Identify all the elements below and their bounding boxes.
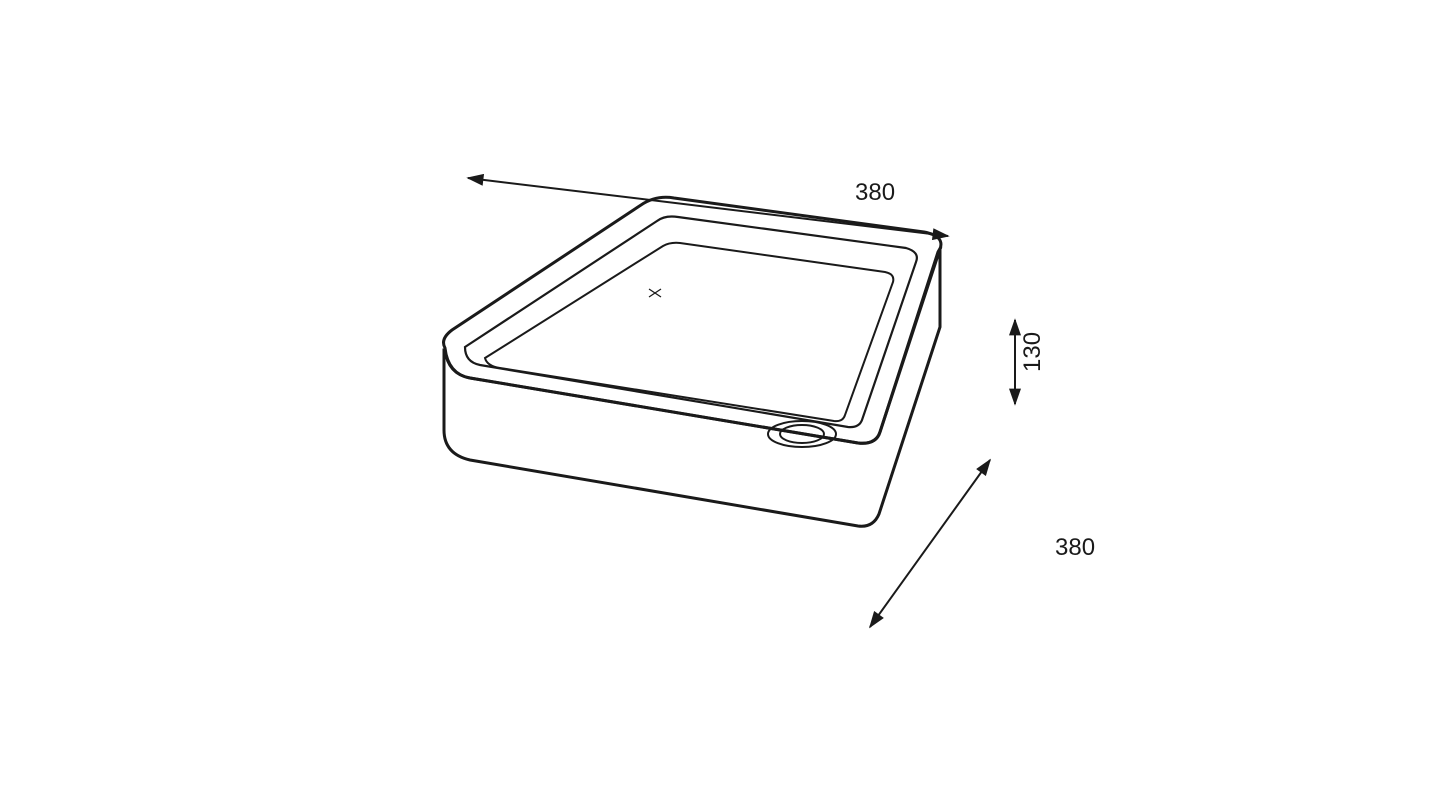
- basin-shape: [444, 197, 941, 526]
- dimension-lines: [468, 178, 1015, 627]
- technical-drawing: 380 380 130: [0, 0, 1440, 810]
- dimension-width-label: 380: [855, 179, 895, 206]
- dimension-depth-label: 380: [1055, 534, 1095, 561]
- dimension-height-label: 130: [1019, 332, 1046, 372]
